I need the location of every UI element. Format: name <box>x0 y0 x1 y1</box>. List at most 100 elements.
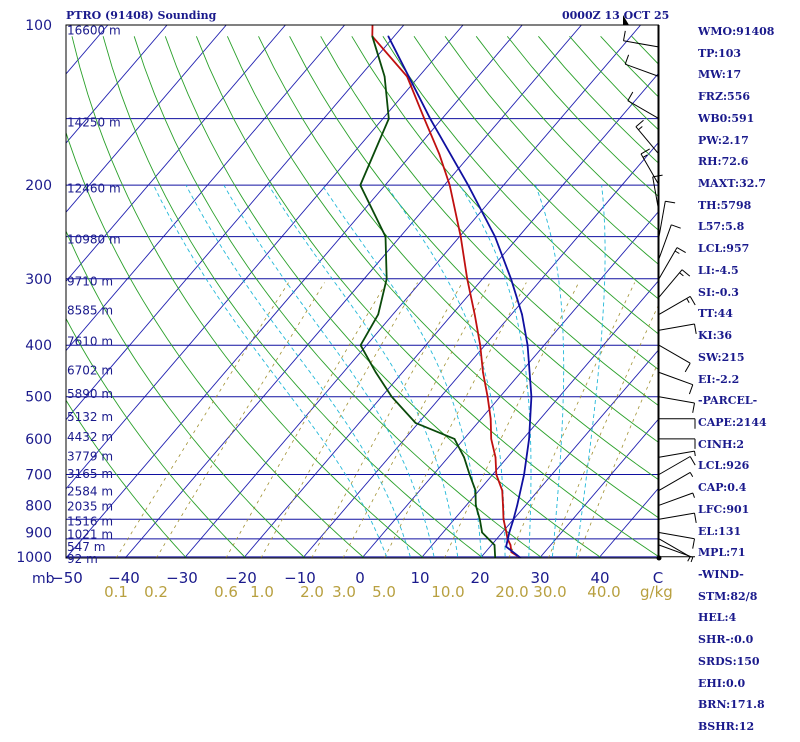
wind-barb-full <box>625 55 628 64</box>
parcel-trace-point <box>505 546 507 548</box>
dewpoint-trace-point <box>360 344 362 346</box>
dry-adiabat <box>165 36 601 558</box>
dewpoint-trace-point <box>377 314 379 316</box>
temperature-trace-point <box>460 236 462 238</box>
parcel-trace-point <box>528 438 530 440</box>
wind-barb-shaft <box>659 270 682 298</box>
dewpoint-trace-point <box>494 544 496 546</box>
wind-barb-shaft <box>641 154 659 185</box>
dry-adiabat <box>103 36 483 558</box>
mixing-ratio-tick: 20.0 <box>495 583 528 600</box>
index-entry: WMO:91408 <box>698 25 800 47</box>
temperature-tick: 10 <box>410 569 429 587</box>
height-label: 10980 m <box>67 232 121 246</box>
wind-profile <box>623 15 696 562</box>
temperature-trace-point <box>506 532 508 534</box>
temperature-trace-point <box>503 519 505 521</box>
mixing-ratio-tick: 10.0 <box>431 583 464 600</box>
index-entry: LI:-4.5 <box>698 264 800 286</box>
wind-barb-half <box>687 298 690 302</box>
wind-barb-half <box>693 493 695 498</box>
mixing-ratio-tick: 0.1 <box>104 583 128 600</box>
mixing-ratio-line <box>261 283 418 558</box>
temperature-trace-point <box>490 438 492 440</box>
moist-adiabat <box>269 185 458 557</box>
index-entry: HEL:4 <box>698 611 800 633</box>
parcel-trace-point <box>523 474 525 476</box>
dewpoint-trace-point <box>469 474 471 476</box>
temperature-trace-point <box>424 118 426 120</box>
pressure-label: 300 <box>25 272 52 288</box>
parcel-trace-point <box>388 36 390 38</box>
wind-barb-full <box>685 363 690 372</box>
pressure-label: 400 <box>25 338 52 354</box>
pressure-label: 200 <box>25 178 52 194</box>
height-label: 4432 m <box>67 430 113 444</box>
wind-barb-half <box>688 557 691 561</box>
wind-barb-full <box>693 403 695 413</box>
height-label: 1516 m <box>67 515 113 529</box>
index-entry: RH:72.6 <box>698 155 800 177</box>
pressure-label: 700 <box>25 467 52 483</box>
wind-barb-shaft <box>659 201 665 236</box>
dry-adiabat <box>227 36 720 558</box>
parcel-trace-point <box>429 118 431 120</box>
temperature-trace-point <box>502 505 504 507</box>
dewpoint-trace-point <box>384 76 386 78</box>
height-label: 8585 m <box>67 304 113 318</box>
index-entry: PW:2.17 <box>698 134 800 156</box>
mixing-ratio-tick: 30.0 <box>533 583 566 600</box>
index-entry: TT:44 <box>698 307 800 329</box>
parcel-trace-point <box>521 314 523 316</box>
wind-barb-shaft <box>659 372 693 384</box>
height-label: 9710 m <box>67 274 113 288</box>
height-label: 16600 m <box>67 24 121 38</box>
index-entry: WB0:591 <box>698 112 800 134</box>
temperature-trace-point <box>449 184 451 186</box>
temperature-trace-point <box>496 474 498 476</box>
parcel-trace-point <box>467 184 469 186</box>
height-label: 1021 m <box>67 527 113 541</box>
dewpoint-trace-point <box>475 490 477 492</box>
height-label: 2584 m <box>67 484 113 498</box>
parcel-trace-point <box>510 278 512 280</box>
wind-barb-full <box>690 296 695 305</box>
dewpoint-trace-point <box>360 184 362 186</box>
pressure-label: 600 <box>25 432 52 448</box>
index-entry: LCL:926 <box>698 459 800 481</box>
pressure-label: 100 <box>25 18 52 34</box>
wind-barb-full <box>693 539 695 549</box>
index-entry: EI:-2.2 <box>698 373 800 395</box>
parcel-trace-point <box>527 344 529 346</box>
index-entry: L57:5.8 <box>698 220 800 242</box>
mixing-ratio-tick: 40.0 <box>587 583 620 600</box>
temperature-trace-point <box>479 344 481 346</box>
wind-barb-half <box>695 451 696 456</box>
dewpoint-trace-point <box>454 438 456 440</box>
index-entry: CAP:0.4 <box>698 481 800 503</box>
wind-barb-shaft <box>659 296 690 314</box>
parcel-trace-point <box>513 519 515 521</box>
sounding-traces <box>360 24 533 559</box>
pressure-label: 800 <box>25 498 52 514</box>
temperature-trace-point <box>510 544 512 546</box>
wind-barb-shaft <box>659 457 690 475</box>
mixing-ratio-line <box>509 283 635 558</box>
index-entry: TH:5798 <box>698 199 800 221</box>
wind-barb-shaft <box>625 64 659 76</box>
dewpoint-trace-point <box>388 118 390 120</box>
index-entry: CAPE:2144 <box>698 416 800 438</box>
dewpoint-trace-point <box>375 372 377 374</box>
height-label: 14250 m <box>67 116 121 130</box>
index-entry: TP:103 <box>698 47 800 69</box>
mixing-ratio-tick: 1.0 <box>250 583 274 600</box>
temperature-trace-point <box>487 396 489 398</box>
wind-barb-half <box>638 127 642 130</box>
height-label: 3165 m <box>67 467 113 481</box>
wind-barb-shaft <box>659 324 695 330</box>
index-entry: MW:17 <box>698 68 800 90</box>
dewpoint-trace-point <box>385 236 387 238</box>
